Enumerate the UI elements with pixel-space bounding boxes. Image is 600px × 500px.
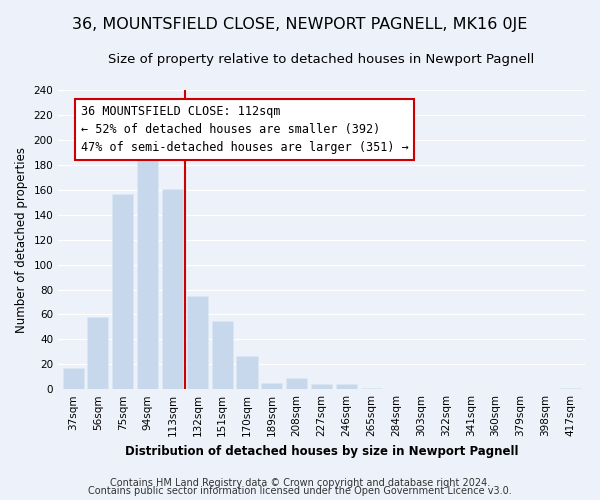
Bar xyxy=(286,378,307,389)
Title: Size of property relative to detached houses in Newport Pagnell: Size of property relative to detached ho… xyxy=(109,52,535,66)
Text: 36 MOUNTSFIELD CLOSE: 112sqm
← 52% of detached houses are smaller (392)
47% of s: 36 MOUNTSFIELD CLOSE: 112sqm ← 52% of de… xyxy=(80,105,408,154)
Text: Contains HM Land Registry data © Crown copyright and database right 2024.: Contains HM Land Registry data © Crown c… xyxy=(110,478,490,488)
Bar xyxy=(361,388,382,389)
Bar xyxy=(187,296,208,389)
Bar xyxy=(137,158,158,389)
Bar xyxy=(112,194,133,389)
Bar xyxy=(262,383,283,389)
Bar xyxy=(88,317,109,389)
Bar xyxy=(62,368,83,389)
Bar xyxy=(560,388,581,389)
Bar xyxy=(336,384,357,389)
Bar xyxy=(162,188,183,389)
Text: 36, MOUNTSFIELD CLOSE, NEWPORT PAGNELL, MK16 0JE: 36, MOUNTSFIELD CLOSE, NEWPORT PAGNELL, … xyxy=(73,18,527,32)
Y-axis label: Number of detached properties: Number of detached properties xyxy=(15,146,28,332)
Text: Contains public sector information licensed under the Open Government Licence v3: Contains public sector information licen… xyxy=(88,486,512,496)
X-axis label: Distribution of detached houses by size in Newport Pagnell: Distribution of detached houses by size … xyxy=(125,444,518,458)
Bar xyxy=(236,356,257,389)
Bar xyxy=(311,384,332,389)
Bar xyxy=(212,320,233,389)
